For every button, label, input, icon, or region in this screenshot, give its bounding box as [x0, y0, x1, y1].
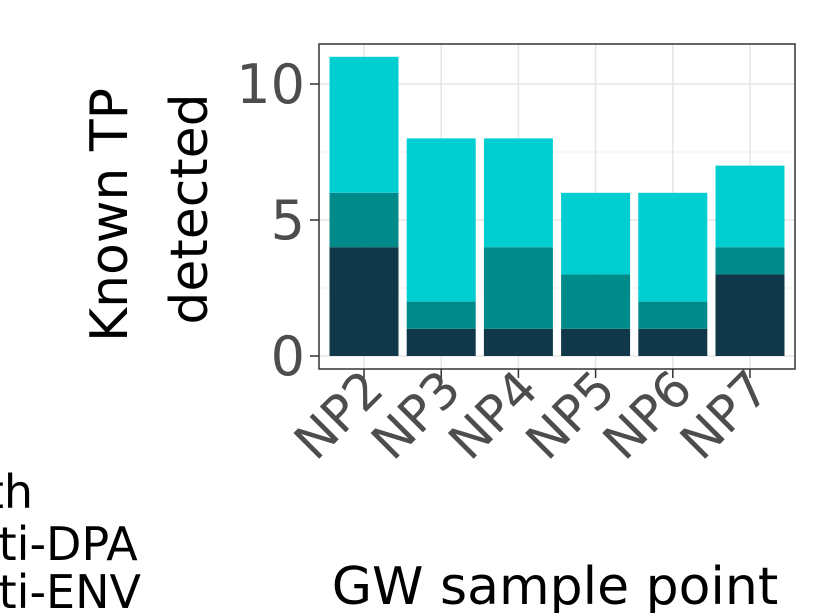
y-tick-label: 0 [271, 325, 305, 388]
x-tick-label: NP7 [669, 359, 780, 470]
bar-segment [329, 56, 399, 193]
bar-segment [329, 247, 399, 356]
bars [329, 56, 785, 356]
y-axis-ticks: 0 5 10 [236, 53, 319, 388]
bar-segment [561, 328, 631, 356]
legend-item-label: ...lti-ENV [0, 565, 142, 613]
bar-segment [406, 301, 476, 329]
bar-segment [406, 328, 476, 356]
bar-segment [638, 192, 708, 302]
bar-segment [638, 301, 708, 329]
legend-item-label: ...lti-DPA [0, 517, 138, 571]
y-axis-title-line-1: Known TP [80, 88, 140, 342]
bar-segment [329, 192, 399, 248]
bar-segment [715, 247, 785, 275]
bar-segment [561, 192, 631, 275]
y-tick-label: 10 [236, 53, 305, 116]
bar-segment [715, 274, 785, 356]
bar-segment [561, 274, 631, 329]
bar-segment [483, 138, 553, 248]
bar-segment [638, 328, 708, 356]
bar-segment [483, 247, 553, 329]
y-tick-label: 5 [271, 189, 305, 252]
bar-segment [483, 328, 553, 356]
bar-segment [715, 165, 785, 248]
x-axis-title: GW sample point [332, 557, 778, 613]
legend: ...th ...lti-DPA ...lti-ENV [0, 465, 142, 613]
bar-segment [406, 138, 476, 302]
legend-item-label: ...th [0, 465, 33, 519]
plot-panel-border [318, 43, 796, 370]
y-axis-title-line-2: detected [160, 93, 220, 324]
